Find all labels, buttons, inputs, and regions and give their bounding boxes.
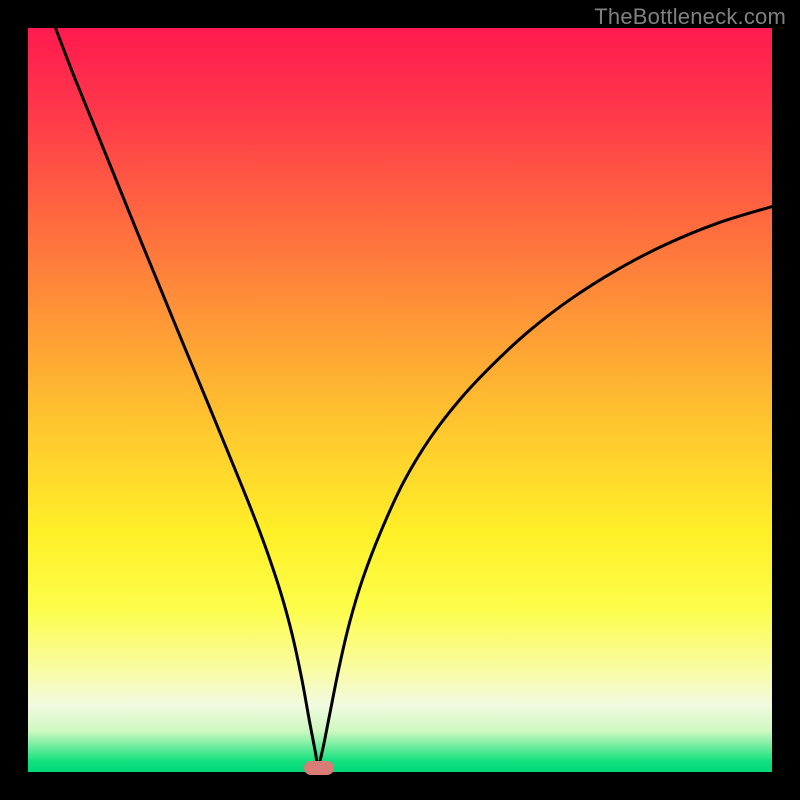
- bottleneck-curve: [56, 28, 772, 765]
- curve-layer: [28, 28, 772, 772]
- chart-frame: [0, 0, 800, 800]
- vertex-marker: [304, 761, 334, 775]
- plot-area: [28, 28, 772, 772]
- watermark-text: TheBottleneck.com: [594, 4, 786, 30]
